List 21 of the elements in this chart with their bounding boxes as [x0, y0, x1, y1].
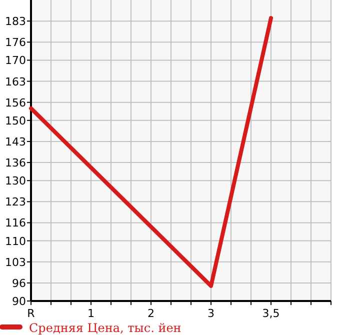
y-tick-label: 136: [5, 156, 26, 170]
y-tick-label: 143: [5, 135, 26, 148]
y-tick-label: 183: [5, 15, 26, 28]
y-tick-label: 116: [5, 216, 26, 230]
y-tick-label: 110: [5, 234, 26, 248]
x-tick-label: 3: [208, 307, 214, 320]
y-tick-label: 96: [12, 276, 26, 290]
legend-label: Средняя Цена, тыс. йен: [29, 321, 182, 335]
y-tick-label: 176: [5, 36, 26, 50]
y-tick-label: 103: [5, 256, 26, 269]
y-tick-label: 156: [5, 96, 26, 110]
y-tick-label: 163: [5, 75, 26, 88]
x-tick-label: 1: [88, 307, 94, 320]
x-tick-label: 3,5: [262, 307, 280, 320]
y-tick-label: 130: [5, 174, 26, 188]
y-tick-label: 90: [12, 295, 26, 308]
y-tick-label: 150: [5, 114, 26, 128]
x-tick-label: R: [27, 307, 36, 320]
x-tick-label: 2: [148, 307, 154, 320]
y-tick-label: 123: [5, 196, 26, 209]
y-tick-label: 170: [5, 54, 26, 68]
